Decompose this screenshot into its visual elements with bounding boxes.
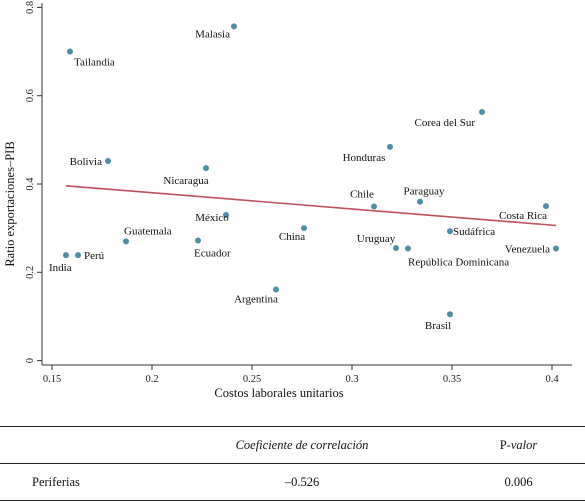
row-name: Periferias [32,474,80,489]
regression-line [65,184,557,227]
point-label: Ecuador [194,248,231,260]
pvalue-header-text: P-valor [499,437,538,452]
row-pvalue: 0.006 [504,474,533,489]
point-labels-group: Malasia Tailandia Corea del Sur Honduras Bol… [49,28,550,332]
data-point [553,245,559,252]
scatter-chart: 0.15 0.2 0.25 0.3 0.35 0.4 0 0.2 0.4 0.6 0.8 Costos… [3,1,572,400]
x-axis-title: Costos laborales unitarios [214,386,343,400]
point-label: Tailandia [74,57,115,69]
points-group [63,23,559,318]
point-label: Sudáfrica [453,226,495,238]
data-point [479,109,485,116]
data-point [387,143,393,150]
y-tick-label: 0.2 [25,266,36,279]
table-header-blank [0,427,192,464]
data-point [543,203,549,210]
y-tick-label: 0.4 [25,177,36,191]
x-tick-label: 0.25 [243,374,261,385]
point-label: Honduras [343,152,386,164]
data-point [75,252,81,259]
data-point [195,237,201,244]
point-label: Paraguay [404,186,445,198]
point-label: República Dominicana [408,256,509,268]
y-tick-label: 0.8 [25,1,36,14]
data-point [405,245,411,252]
data-point [301,225,307,232]
point-label: India [49,262,72,274]
point-label: Perú [84,250,105,262]
data-point [63,252,69,259]
correlation-table: Coeficiente de correlación P-valor Perif… [0,426,585,501]
data-point [105,158,111,165]
table-header-correlation: Coeficiente de correlación [235,437,369,452]
table-row: Periferias –0.526 0.006 [0,464,585,501]
point-label: Uruguay [357,233,396,245]
x-tick-label: 0.15 [43,374,61,385]
point-label: México [195,212,229,224]
point-label: Malasia [195,28,230,40]
data-point [447,311,453,318]
data-point [231,23,237,30]
table-header-pvalue: P-valor [412,427,585,464]
y-tick-label: 0.6 [25,89,36,102]
x-tick-label: 0.3 [345,374,358,385]
point-label: Bolivia [70,156,103,168]
point-label: China [279,231,305,243]
data-point [223,211,229,218]
data-point [447,228,453,235]
point-label: Corea del Sur [415,117,476,129]
chart-axes: 0.15 0.2 0.25 0.3 0.35 0.4 0 0.2 0.4 0.6 0.8 Costos… [3,1,572,400]
point-label: Argentina [234,294,278,306]
table-header-row: Coeficiente de correlación P-valor [0,426,585,464]
point-label: Costa Rica [499,210,547,222]
regression-line-group [65,184,557,227]
point-label: Brasil [425,320,451,332]
data-point [123,238,129,245]
data-point [417,198,423,205]
point-label: Chile [350,189,374,201]
y-tick-label: 0 [25,358,36,363]
point-label: Nicaragua [163,175,208,187]
data-point [67,48,73,55]
row-correlation: –0.526 [284,474,320,489]
data-point [203,165,209,172]
x-tick-label: 0.2 [145,374,158,385]
data-point [371,203,377,210]
x-tick-label: 0.35 [443,374,461,385]
y-axis-title: Ratio exportaciones–PIB [3,141,17,266]
data-point [393,245,399,252]
data-point [273,286,279,293]
x-tick-label: 0.4 [545,374,559,385]
point-label: Guatemala [124,225,172,237]
point-label: Venezuela [505,243,550,255]
